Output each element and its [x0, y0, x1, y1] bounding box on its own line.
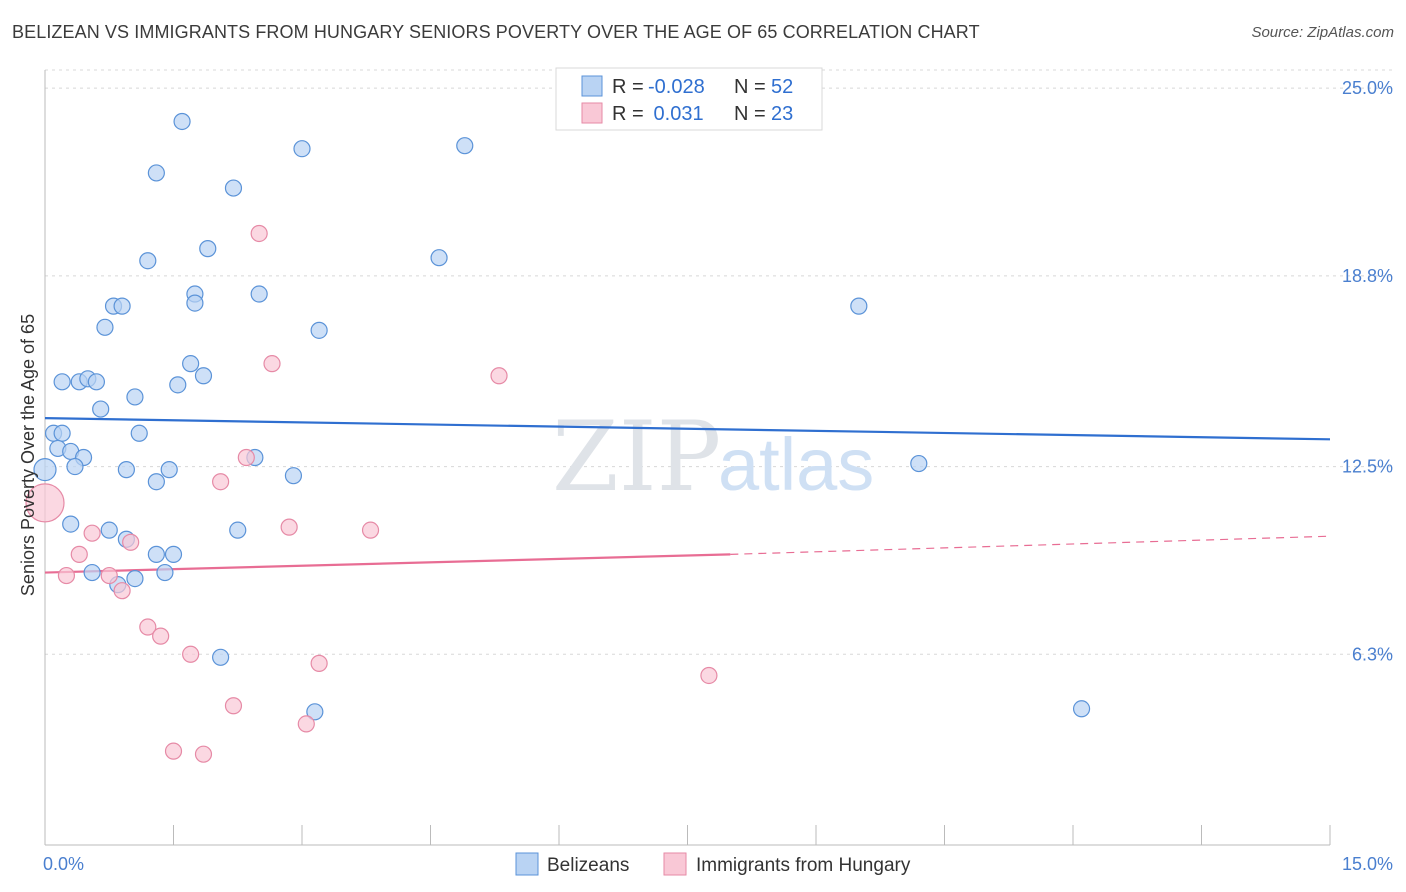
- point-belizean-26: [53, 424, 71, 442]
- x-tick-label-0: 0.0%: [43, 854, 84, 874]
- point-belizean-38: [33, 458, 57, 482]
- y-tick-label-0: 6.3%: [1352, 644, 1393, 664]
- legend: Belizeans Immigrants from Hungary: [515, 852, 911, 876]
- point-belizean-4: [224, 179, 243, 197]
- point-belizean-3: [147, 164, 165, 182]
- point-belizean-14: [310, 321, 328, 339]
- point-belizean-35: [284, 467, 303, 485]
- stats-swatch-hungary: [581, 102, 603, 124]
- point-hungary-1: [263, 355, 281, 373]
- stats-n-value-2: 23: [771, 103, 793, 125]
- stats-swatch-belizeans: [581, 75, 603, 97]
- point-belizean-44: [164, 545, 183, 563]
- point-hungary-17: [310, 654, 328, 672]
- watermark-zip: ZIP: [552, 401, 721, 513]
- watermark-atlas: atlas: [718, 423, 874, 506]
- axes: [44, 70, 1331, 846]
- stats-r-value-1: -0.028: [648, 76, 705, 98]
- point-belizean-17: [53, 373, 71, 391]
- point-belizean-47: [126, 569, 144, 588]
- point-belizean-36: [147, 473, 165, 491]
- point-belizean-24: [850, 297, 868, 315]
- stats-r-label-2: R =: [612, 103, 644, 125]
- point-hungary-8: [83, 524, 101, 542]
- point-hungary-9: [122, 533, 140, 551]
- point-belizean-21: [169, 376, 187, 394]
- legend-label-belizeans: Belizeans: [547, 855, 629, 876]
- point-hungary-6: [280, 518, 298, 536]
- point-belizean-51: [1072, 700, 1091, 718]
- y-axis-label: Seniors Poverty Over the Age of 65: [18, 314, 38, 596]
- point-hungary-0: [250, 224, 268, 243]
- point-belizean-32: [66, 457, 84, 476]
- point-hungary-19: [224, 697, 243, 715]
- point-hungary-16: [182, 645, 200, 663]
- point-hungary-12: [100, 566, 118, 585]
- point-hungary-5: [25, 483, 65, 523]
- point-belizean-27: [130, 424, 148, 442]
- chart-title: BELIZEAN VS IMMIGRANTS FROM HUNGARY SENI…: [12, 22, 980, 42]
- point-hungary-22: [194, 745, 213, 763]
- point-belizean-13: [96, 318, 114, 336]
- point-hungary-3: [237, 448, 255, 467]
- stats-n-value-1: 52: [771, 76, 793, 98]
- stats-r-value-2: 0.031: [648, 103, 704, 125]
- y-tick-label-3: 25.0%: [1342, 78, 1393, 98]
- point-belizean-34: [160, 461, 178, 479]
- point-belizean-2: [456, 137, 474, 155]
- y-tick-labels: 6.3% 12.5% 18.8% 25.0%: [1342, 78, 1393, 664]
- point-hungary-7: [361, 521, 380, 539]
- point-belizean-9: [250, 285, 268, 303]
- y-tick-label-1: 12.5%: [1342, 457, 1393, 477]
- point-belizean-41: [229, 521, 247, 539]
- point-hungary-15: [152, 627, 170, 645]
- point-belizean-49: [212, 648, 230, 666]
- point-hungary-10: [70, 545, 88, 563]
- point-hungary-21: [164, 742, 183, 760]
- stats-r-label-1: R =: [612, 76, 644, 98]
- point-hungary-13: [113, 582, 131, 600]
- point-belizean-37: [910, 454, 928, 473]
- point-belizean-45: [83, 563, 101, 582]
- legend-label-hungary: Immigrants from Hungary: [696, 855, 911, 876]
- trend-line-hungary: [44, 553, 731, 574]
- y-tick-label-2: 18.8%: [1342, 266, 1393, 286]
- point-belizean-5: [199, 240, 217, 258]
- point-belizean-23: [92, 400, 110, 418]
- point-belizean-16: [194, 367, 213, 385]
- point-belizean-46: [156, 563, 174, 582]
- stats-n-label-1: N =: [734, 76, 766, 98]
- point-belizean-11: [113, 297, 131, 315]
- point-belizean-0: [173, 112, 191, 131]
- point-belizean-6: [139, 252, 157, 270]
- stats-n-label-2: N =: [734, 103, 766, 125]
- point-belizean-39: [62, 515, 80, 533]
- point-belizean-12: [186, 294, 204, 312]
- point-belizean-43: [147, 545, 165, 563]
- point-hungary-2: [490, 367, 508, 385]
- point-hungary-11: [57, 566, 76, 585]
- point-belizean-20: [87, 373, 106, 391]
- point-hungary-18: [700, 666, 718, 685]
- x-tick-label-1: 15.0%: [1342, 854, 1393, 874]
- point-belizean-15: [182, 355, 200, 373]
- point-belizean-40: [100, 521, 118, 539]
- legend-swatch-hungary: [663, 852, 687, 876]
- data-points: [25, 112, 1091, 763]
- point-belizean-7: [430, 249, 448, 267]
- point-belizean-33: [117, 461, 135, 479]
- point-belizean-50: [306, 703, 324, 721]
- source-note: Source: ZipAtlas.com: [1251, 24, 1394, 41]
- point-hungary-4: [212, 473, 230, 491]
- point-hungary-20: [297, 715, 315, 733]
- trend-line-hungary-extension: [730, 535, 1331, 555]
- point-hungary-14: [139, 618, 157, 636]
- legend-swatch-belizeans: [515, 852, 539, 876]
- point-belizean-22: [126, 388, 144, 406]
- point-belizean-1: [293, 140, 311, 158]
- x-tick-labels: 0.0% 15.0%: [43, 854, 1393, 874]
- trend-line-belizeans: [44, 417, 1331, 441]
- stats-box: R = -0.028 N = 52 R = 0.031 N = 23: [555, 67, 823, 131]
